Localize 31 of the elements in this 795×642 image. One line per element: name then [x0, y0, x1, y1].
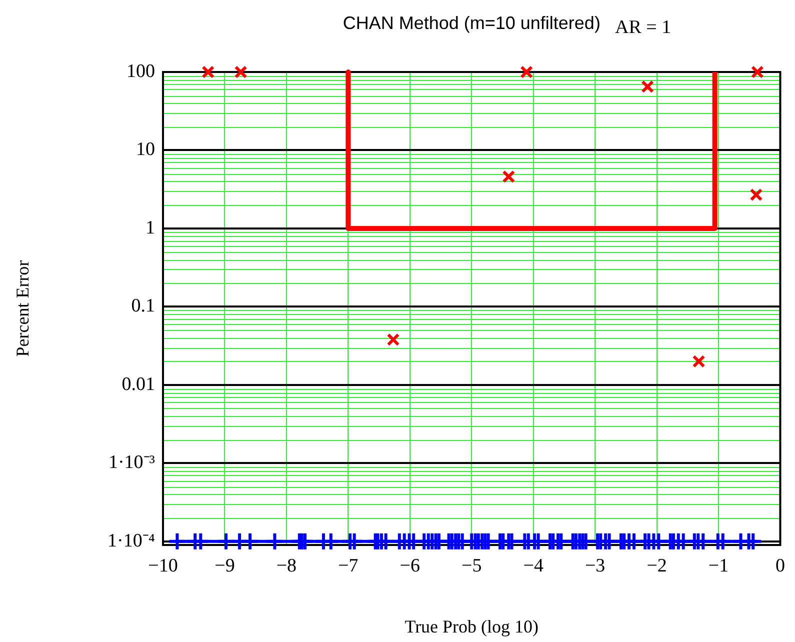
x-tick-label: −5	[462, 555, 482, 576]
point	[641, 80, 654, 94]
point	[502, 170, 516, 184]
y-tick-label: 0.01	[122, 374, 155, 395]
x-tick-label: −1	[708, 555, 729, 576]
y-axis-title: Percent Error	[12, 260, 33, 357]
x-tick-label: −10	[148, 555, 178, 576]
text: AR = 1	[615, 16, 672, 38]
point	[234, 66, 248, 78]
y-tick-label: 1·10⁻³	[108, 452, 156, 474]
point	[386, 333, 400, 346]
point	[692, 354, 706, 368]
x-tick-label: −4	[523, 555, 544, 576]
x-tick-label: −8	[276, 555, 297, 576]
y-tick-label: 100	[126, 60, 155, 82]
x-tick-label: −9	[214, 555, 235, 576]
point	[202, 66, 215, 78]
x-tick-label: 0	[776, 555, 785, 576]
x-axis-title: True Prob (log 10)	[404, 616, 539, 637]
y-tick-label: 1	[146, 217, 155, 238]
x-tick-label: −6	[400, 555, 420, 576]
x-tick-label: −7	[338, 555, 358, 576]
y-tick-label: 0.1	[131, 296, 155, 317]
y-tick-label: 10	[136, 139, 155, 160]
point	[750, 66, 764, 78]
x-tick-label: −3	[584, 555, 606, 576]
chart-title: CHAN Method (m=10 unfiltered)	[342, 12, 600, 33]
point	[750, 188, 763, 202]
x-tick-label: −2	[646, 555, 667, 576]
y-tick-label: 1·10⁻⁴	[108, 530, 156, 552]
point	[520, 66, 534, 78]
